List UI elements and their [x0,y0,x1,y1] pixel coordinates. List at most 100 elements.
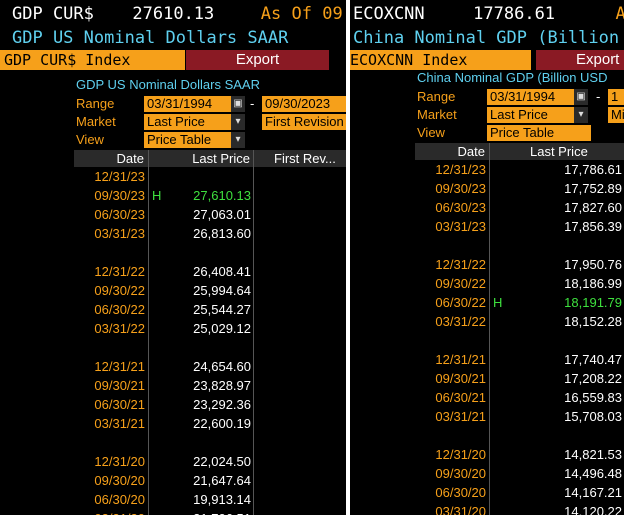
table-row[interactable]: 09/30/22 25,994.64 [74,281,346,300]
command-bar: ECOXCNN Index Export [350,50,624,70]
table-row[interactable]: 03/31/21 22,600.19 [74,414,346,433]
chart-title: GDP US Nominal Dollars SAAR [76,77,260,92]
row-last-price: 17,752.89 [564,181,622,196]
view-select[interactable]: Price Table [144,132,231,148]
export-button[interactable]: Export [536,50,624,70]
row-date: 06/30/20 [94,492,145,507]
market-select-secondary[interactable]: Mic [608,107,624,123]
row-last-price: 26,408.41 [193,264,251,279]
market-select-secondary[interactable]: First Revision [262,114,346,130]
chevron-down-icon[interactable]: ▾ [231,132,245,148]
table-row[interactable]: 12/31/21 24,654.60 [74,357,346,376]
row-date: 03/31/23 [94,226,145,241]
table-row-spacer [74,433,346,452]
row-date: 06/30/21 [435,390,486,405]
column-divider [148,150,149,515]
row-date: 09/30/23 [94,188,145,203]
row-last-price: 22,024.50 [193,454,251,469]
calendar-icon[interactable]: ▣ [231,96,245,112]
table-row[interactable]: 03/31/23 17,856.39 [415,217,624,236]
column-header-date[interactable]: Date [74,150,148,167]
table-row-spacer [415,331,624,350]
row-last-price: 17,208.22 [564,371,622,386]
chevron-down-icon[interactable]: ▾ [574,107,588,123]
market-select[interactable]: Last Price [144,114,231,130]
row-last-price: 25,029.12 [193,321,251,336]
security-header: GDP CUR$ 27610.13 As Of 09 [12,4,343,28]
table-row[interactable]: 12/31/22 17,950.76 [415,255,624,274]
table-row[interactable]: 09/30/20 21,647.64 [74,471,346,490]
row-date: 03/31/22 [435,314,486,329]
row-date: 03/31/21 [435,409,486,424]
table-row[interactable]: 06/30/23 17,827.60 [415,198,624,217]
index-name-field[interactable]: ECOXCNN Index [350,50,531,70]
view-label: View [76,132,104,147]
table-row-spacer [74,243,346,262]
security-description: GDP US Nominal Dollars SAAR [12,28,289,48]
table-row[interactable]: 12/31/23 17,786.61 [415,160,624,179]
last-value: 27610.13 [132,4,215,24]
table-row[interactable]: 03/31/22 18,152.28 [415,312,624,331]
range-start-field[interactable]: 03/31/1994 [487,89,574,105]
table-row[interactable]: 09/30/21 17,208.22 [415,369,624,388]
export-button[interactable]: Export [186,50,329,70]
table-row[interactable]: 03/31/23 26,813.60 [74,224,346,243]
row-last-price: 17,740.47 [564,352,622,367]
row-last-price: 21,647.64 [193,473,251,488]
table-row[interactable]: 09/30/23 17,752.89 [415,179,624,198]
table-row[interactable]: 09/30/23 H 27,610.13 [74,186,346,205]
table-row[interactable]: 03/31/20 14,120.22 [415,502,624,515]
table-row[interactable]: 12/31/20 14,821.53 [415,445,624,464]
column-header-last-price[interactable]: Last Price [149,150,253,167]
row-last-price: 14,821.53 [564,447,622,462]
right-panel: ECOXCNN 17786.61 As China Nominal GDP (B… [350,0,624,515]
row-date: 12/31/23 [94,169,145,184]
index-name-field[interactable]: GDP CUR$ Index [0,50,185,70]
row-last-price: 21,706.51 [193,509,251,515]
row-date: 09/30/20 [94,473,145,488]
table-row[interactable]: 06/30/22 H 18,191.79 [415,293,624,312]
table-row[interactable]: 06/30/23 27,063.01 [74,205,346,224]
table-row[interactable]: 03/31/20 21,706.51 [74,509,346,515]
security-header: ECOXCNN 17786.61 As [353,4,624,28]
chevron-down-icon[interactable]: ▾ [231,114,245,130]
row-date: 12/31/21 [94,359,145,374]
table-row[interactable]: 03/31/22 25,029.12 [74,319,346,338]
row-date: 09/30/22 [435,276,486,291]
table-row[interactable]: 09/30/20 14,496.48 [415,464,624,483]
table-row[interactable]: 12/31/22 26,408.41 [74,262,346,281]
view-select[interactable]: Price Table [487,125,591,141]
table-row[interactable]: 06/30/20 19,913.14 [74,490,346,509]
column-header-last-price[interactable]: Last Price [490,143,624,160]
row-date: 03/31/22 [94,321,145,336]
table-row[interactable]: 06/30/20 14,167.21 [415,483,624,502]
table-row[interactable]: 03/31/21 15,708.03 [415,407,624,426]
row-last-price: 14,167.21 [564,485,622,500]
table-row-spacer [415,426,624,445]
row-date: 03/31/21 [94,416,145,431]
table-row[interactable]: 06/30/21 23,292.36 [74,395,346,414]
table-row[interactable]: 12/31/23 [74,167,346,186]
range-end-field[interactable]: 09/30/2023 [262,96,346,112]
panel-divider[interactable] [346,0,350,515]
range-label: Range [76,96,115,111]
table-row[interactable]: 06/30/21 16,559.83 [415,388,624,407]
column-header-date[interactable]: Date [415,143,489,160]
range-end-field[interactable]: 1 [608,89,624,105]
column-header-first-revision[interactable]: First Rev... [254,150,346,167]
table-row[interactable]: 12/31/20 22,024.50 [74,452,346,471]
table-row[interactable]: 09/30/22 18,186.99 [415,274,624,293]
view-label: View [417,125,445,140]
calendar-icon[interactable]: ▣ [574,89,588,105]
row-last-price: 27,063.01 [193,207,251,222]
table-row[interactable]: 12/31/21 17,740.47 [415,350,624,369]
range-start-field[interactable]: 03/31/1994 [144,96,231,112]
table-row[interactable]: 09/30/21 23,828.97 [74,376,346,395]
market-select[interactable]: Last Price [487,107,574,123]
row-date: 06/30/23 [435,200,486,215]
row-date: 12/31/21 [435,352,486,367]
row-last-price: 17,786.61 [564,162,622,177]
table-row-spacer [415,236,624,255]
column-divider [489,143,490,515]
table-row[interactable]: 06/30/22 25,544.27 [74,300,346,319]
